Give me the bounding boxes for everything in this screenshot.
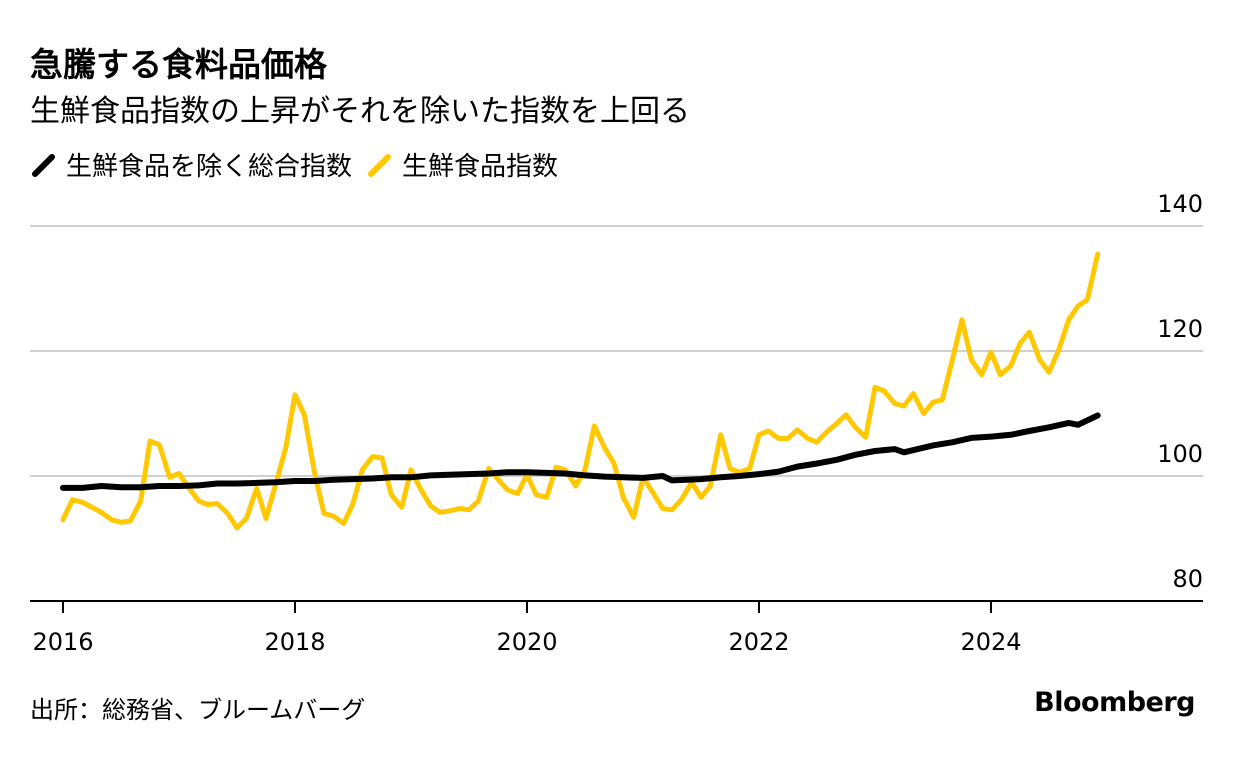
legend-label-fresh: 生鮮食品指数 [402,152,559,182]
y-tick-label-140: 140 [1157,190,1203,218]
x-tick-label-2022: 2022 [728,628,789,656]
legend: 生鮮食品を除く総合指数 生鮮食品指数 [30,146,572,183]
legend-swatch-core-icon [32,153,55,177]
brand-logo: Bloomberg [1034,687,1195,718]
chart-subtitle: 生鮮食品指数の上昇がそれを除いた指数を上回る [30,94,690,129]
y-tick-label-120: 120 [1157,315,1203,343]
series-line-core-cpi [60,412,1101,491]
legend-item-core-cpi: 生鮮食品を除く総合指数 [30,146,352,183]
legend-label-core: 生鮮食品を除く総合指数 [66,152,353,182]
legend-swatch-fresh-icon [368,153,392,177]
gridlines [30,225,1203,477]
y-axis-ticks: 80 100 120 140 [1157,190,1203,593]
source-note: 出所：総務省、ブルームバーグ [30,696,366,724]
x-tick-label-2016: 2016 [32,628,93,656]
series-line-fresh-food [60,251,1101,531]
x-axis-ticks: 2016 2018 2020 2022 2024 [32,601,1022,656]
x-tick-label-2024: 2024 [960,628,1021,656]
y-tick-label-100: 100 [1157,440,1203,468]
series-lines [60,251,1101,531]
chart-title: 急騰する食料品価格 [30,45,327,84]
x-tick-label-2020: 2020 [496,628,557,656]
legend-item-fresh-food: 生鮮食品指数 [366,146,558,183]
x-tick-label-2018: 2018 [264,628,325,656]
y-tick-label-80: 80 [1172,565,1203,593]
